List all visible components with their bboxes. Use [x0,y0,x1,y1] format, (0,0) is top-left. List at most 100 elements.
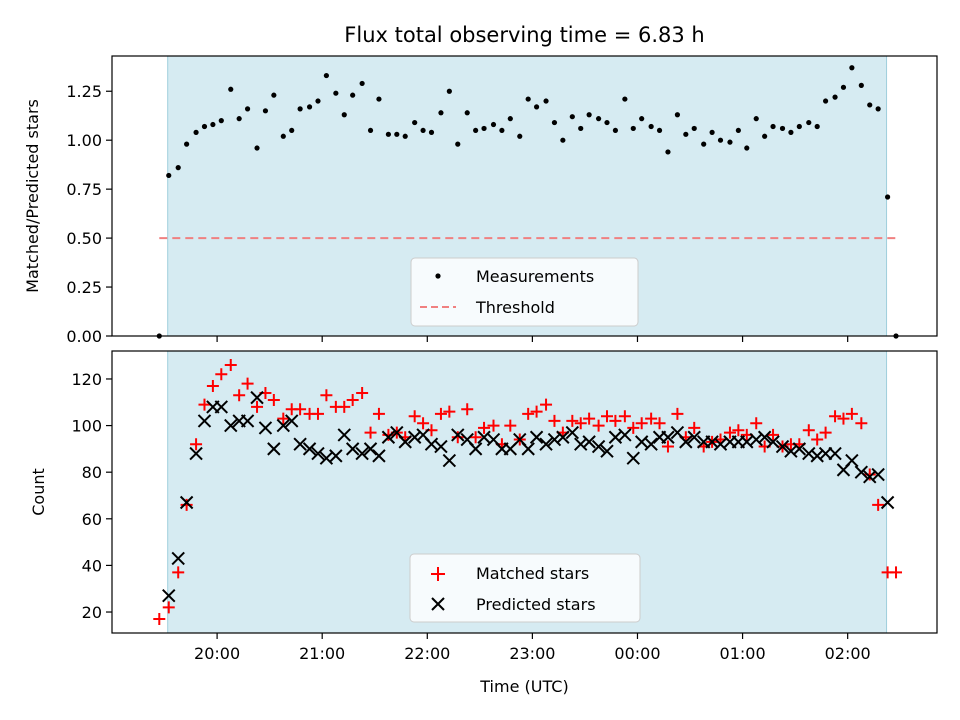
matched-stars-point [267,393,280,406]
legend-matched-label: Matched stars [476,564,589,583]
y-tick-label: 100 [71,417,102,436]
predicted-stars-point [293,437,307,451]
predicted-stars-point [539,437,553,451]
measurement-point [490,121,497,128]
measurement-point [656,127,663,134]
matched-stars-point [434,407,447,420]
measurement-point [184,141,190,147]
y-tick-label: 120 [71,370,102,389]
matched-stars-point [855,417,868,430]
x-axis-label: Time (UTC) [479,677,568,696]
measurement-point [333,90,339,96]
measurement-point [779,125,786,132]
measurement-point [394,131,400,137]
measurement-point [367,127,374,134]
predicted-stars-point [345,442,360,456]
measurement-point [586,112,592,118]
matched-stars-point [364,426,377,439]
predicted-stars-point [337,428,351,442]
matched-stars-point [819,426,832,439]
matched-stars-point [574,417,587,430]
measurement-point [867,102,873,108]
top-y-axis: 0.00 0.25 0.50 0.75 1.00 1.25 [66,82,112,346]
measurement-point [762,133,768,139]
matched-stars-point [609,414,622,427]
predicted-stars-point [679,435,693,449]
measurement-point [175,165,181,171]
predicted-stars-point [863,470,877,484]
predicted-stars-point [355,446,369,461]
matched-stars-point [592,419,605,432]
predicted-stars-point [591,439,606,454]
measurement-point [507,116,513,122]
predicted-stars-point [802,446,816,461]
top-series-layer [156,65,899,339]
measurement-point [412,119,418,126]
predicted-stars-point [828,446,842,461]
x-tick-label: 02:00 [825,644,871,663]
y-tick-label: 20 [82,603,102,622]
measurement-point [612,127,619,134]
measurement-point [210,121,216,128]
x-tick-label: 22:00 [404,644,450,663]
predicted-stars-point [398,435,412,449]
bottom-series-layer [153,358,903,626]
legend-predicted-marker [431,597,445,611]
y-tick-label: 0.00 [66,327,102,346]
top-x-ticks [216,336,849,342]
matched-stars-point [233,389,246,402]
chart-title: Flux total observing time = 6.83 h [344,23,704,47]
measurement-point [665,149,671,155]
matched-stars-point [530,405,543,418]
predicted-stars-point [189,446,203,461]
bottom-plot-frame [111,350,938,634]
bottom-y-axis: 20 40 60 80 100 120 [71,370,112,622]
y-tick-label: 60 [82,510,102,529]
predicted-stars-point [784,444,798,458]
legend-predicted-label: Predicted stars [476,595,596,614]
measurement-point [402,133,408,139]
top-plot-frame [111,55,938,337]
measurement-point [858,82,864,88]
bottom-legend-box [409,553,641,623]
predicted-stars-point [661,430,675,444]
predicted-stars-point [442,453,457,468]
measurement-point [569,114,575,120]
matched-stars-point [487,419,500,432]
measurement-point [622,96,628,102]
predicted-stars-point [434,439,448,454]
matched-stars-point [443,405,456,418]
y-tick-label: 80 [82,463,102,482]
matched-stars-point [540,398,553,411]
matched-stars-point [750,417,763,430]
matched-stars-point [294,403,307,416]
top-panel: 0.00 0.25 0.50 0.75 1.00 1.25 Matched/Predict… [23,55,938,346]
measurement-point [218,118,224,124]
measurement-point [604,119,610,126]
matched-stars-point [451,431,464,444]
measurement-point [201,123,208,130]
measurement-point [254,145,260,151]
matched-stars-point [162,601,175,614]
matched-stars-point [382,428,395,441]
x-tick-label: 01:00 [720,644,766,663]
measurement-point [385,131,392,137]
measurement-point [533,104,540,110]
measurement-point [262,108,269,114]
matched-stars-point [338,400,351,413]
matched-stars-point [504,419,517,432]
matched-stars-point [837,412,850,425]
matched-stars-point [732,424,745,437]
predicted-stars-point [329,449,343,463]
y-tick-label: 1.00 [66,131,102,150]
measurement-point [674,112,681,118]
predicted-stars-point [880,495,895,510]
measurement-point [297,106,303,112]
matched-stars-point [417,417,430,430]
measurement-point [323,72,329,79]
measurement-point [438,110,444,116]
predicted-stars-point [171,551,185,566]
bottom-panel: 20 40 60 80 100 120 20:00 21:00 22:00 23:00 00:00… [29,350,938,696]
matched-stars-point [671,407,684,420]
